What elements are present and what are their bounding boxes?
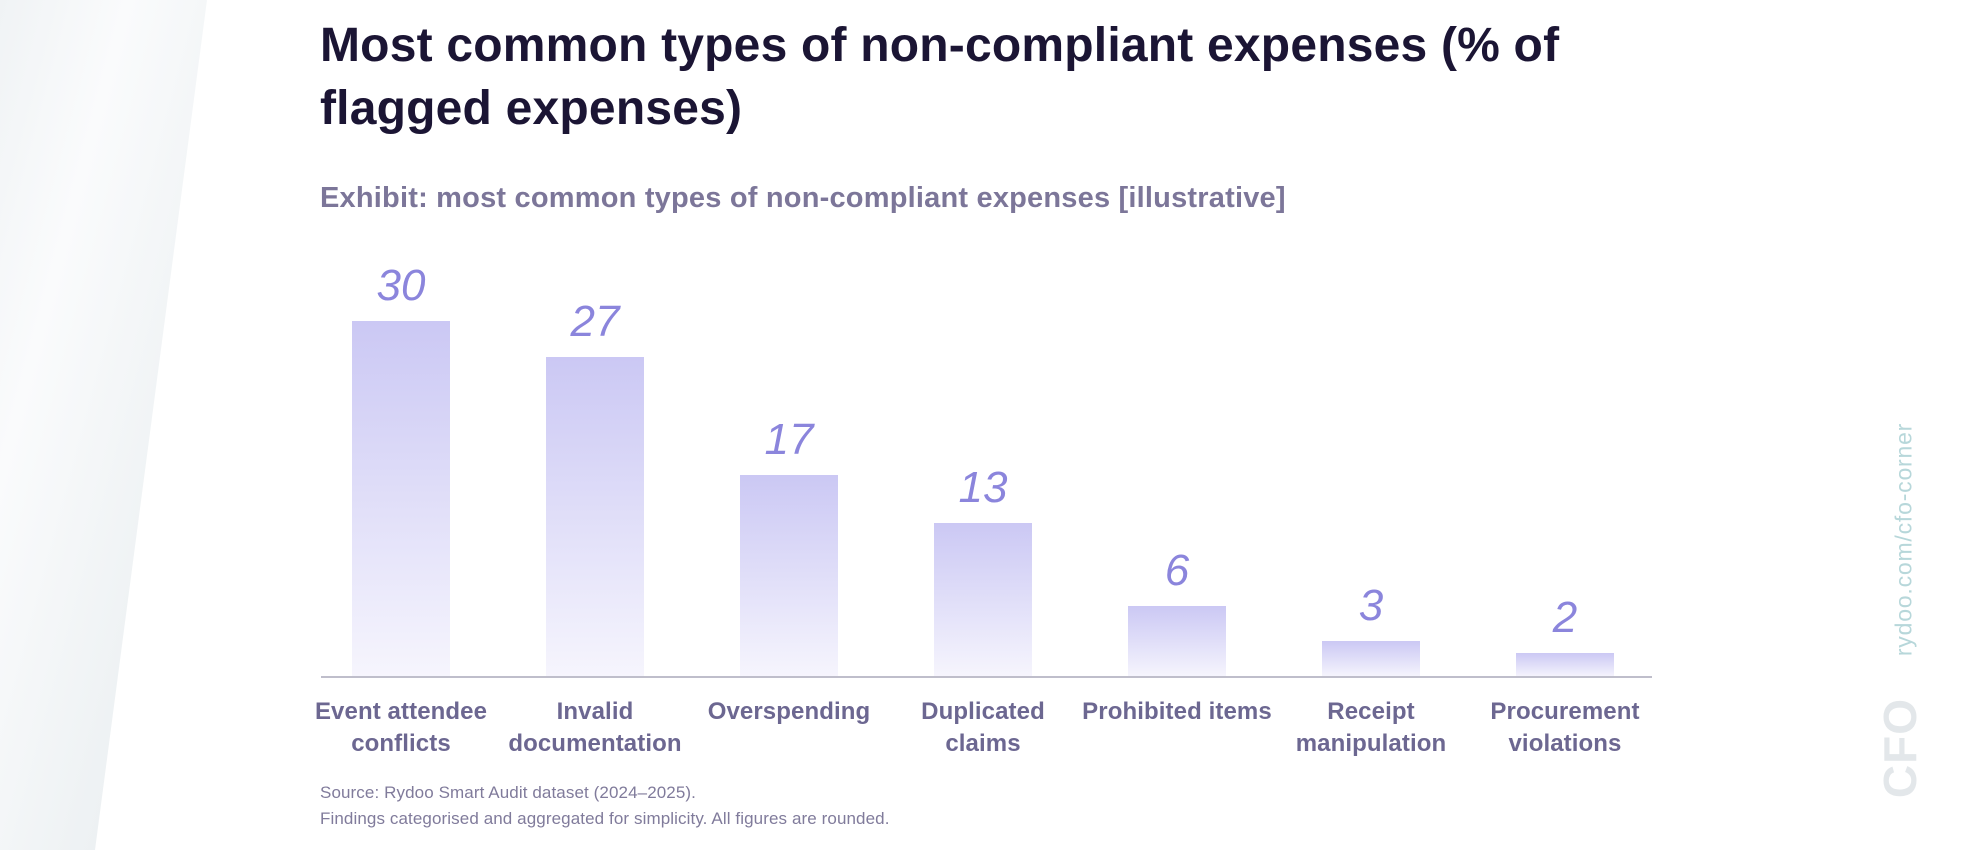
bar-column: 27 — [498, 247, 692, 677]
bar-column: 6 — [1080, 247, 1274, 677]
bar-value-label: 2 — [1552, 593, 1578, 642]
bar — [352, 321, 450, 677]
chart-title: Most common types of non-compliant expen… — [320, 14, 1610, 140]
bar-value-label: 17 — [764, 415, 814, 464]
bar-column: 17 — [692, 247, 886, 677]
bar — [934, 523, 1032, 677]
bar — [1322, 641, 1420, 677]
bar — [740, 475, 838, 677]
source-note: Source: Rydoo Smart Audit dataset (2024–… — [320, 780, 1220, 832]
rydoo-url-watermark: rydoo.com/cfo-corner — [1890, 422, 1917, 657]
cfo-corner-logo: CFO — [1874, 697, 1926, 799]
bar-value-label: 6 — [1164, 546, 1190, 595]
bar — [1516, 653, 1614, 677]
category-label: Invalid documentation — [508, 698, 682, 757]
bar-column: 13 — [886, 247, 1080, 677]
bar — [546, 357, 644, 677]
category-label: Duplicated claims — [921, 698, 1045, 757]
category-label: Procurement violations — [1490, 698, 1640, 757]
bar — [1128, 606, 1226, 677]
chart-title-line-2: flagged expenses) — [320, 82, 743, 135]
exhibit-subtitle: Exhibit: most common types of non-compli… — [320, 182, 1286, 214]
bar-column: 2 — [1468, 247, 1662, 677]
category-label: Receipt manipulation — [1295, 698, 1447, 757]
source-note-line-1: Source: Rydoo Smart Audit dataset (2024–… — [320, 783, 696, 802]
bar-column: 3 — [1274, 247, 1468, 677]
x-axis-line — [321, 676, 1652, 678]
bar-value-label: 3 — [1358, 581, 1384, 630]
category-label: Prohibited items — [1082, 698, 1272, 725]
bars-row: 30 27 17 13 6 3 2 — [304, 247, 1662, 677]
source-note-line-2: Findings categorised and aggregated for … — [320, 809, 890, 828]
bar-column: 30 — [304, 247, 498, 677]
bar-value-label: 13 — [958, 463, 1008, 512]
bar-value-label: 27 — [570, 297, 620, 346]
category-label: Event attendee conflicts — [314, 698, 488, 757]
category-labels-row: Event attendee conflicts Invalid document… — [304, 696, 1662, 760]
bar-value-label: 30 — [376, 261, 426, 310]
category-label: Overspending — [707, 698, 871, 725]
background-wedge-decoration — [0, 0, 207, 850]
chart-title-line-1: Most common types of non-compliant expen… — [320, 19, 1560, 72]
